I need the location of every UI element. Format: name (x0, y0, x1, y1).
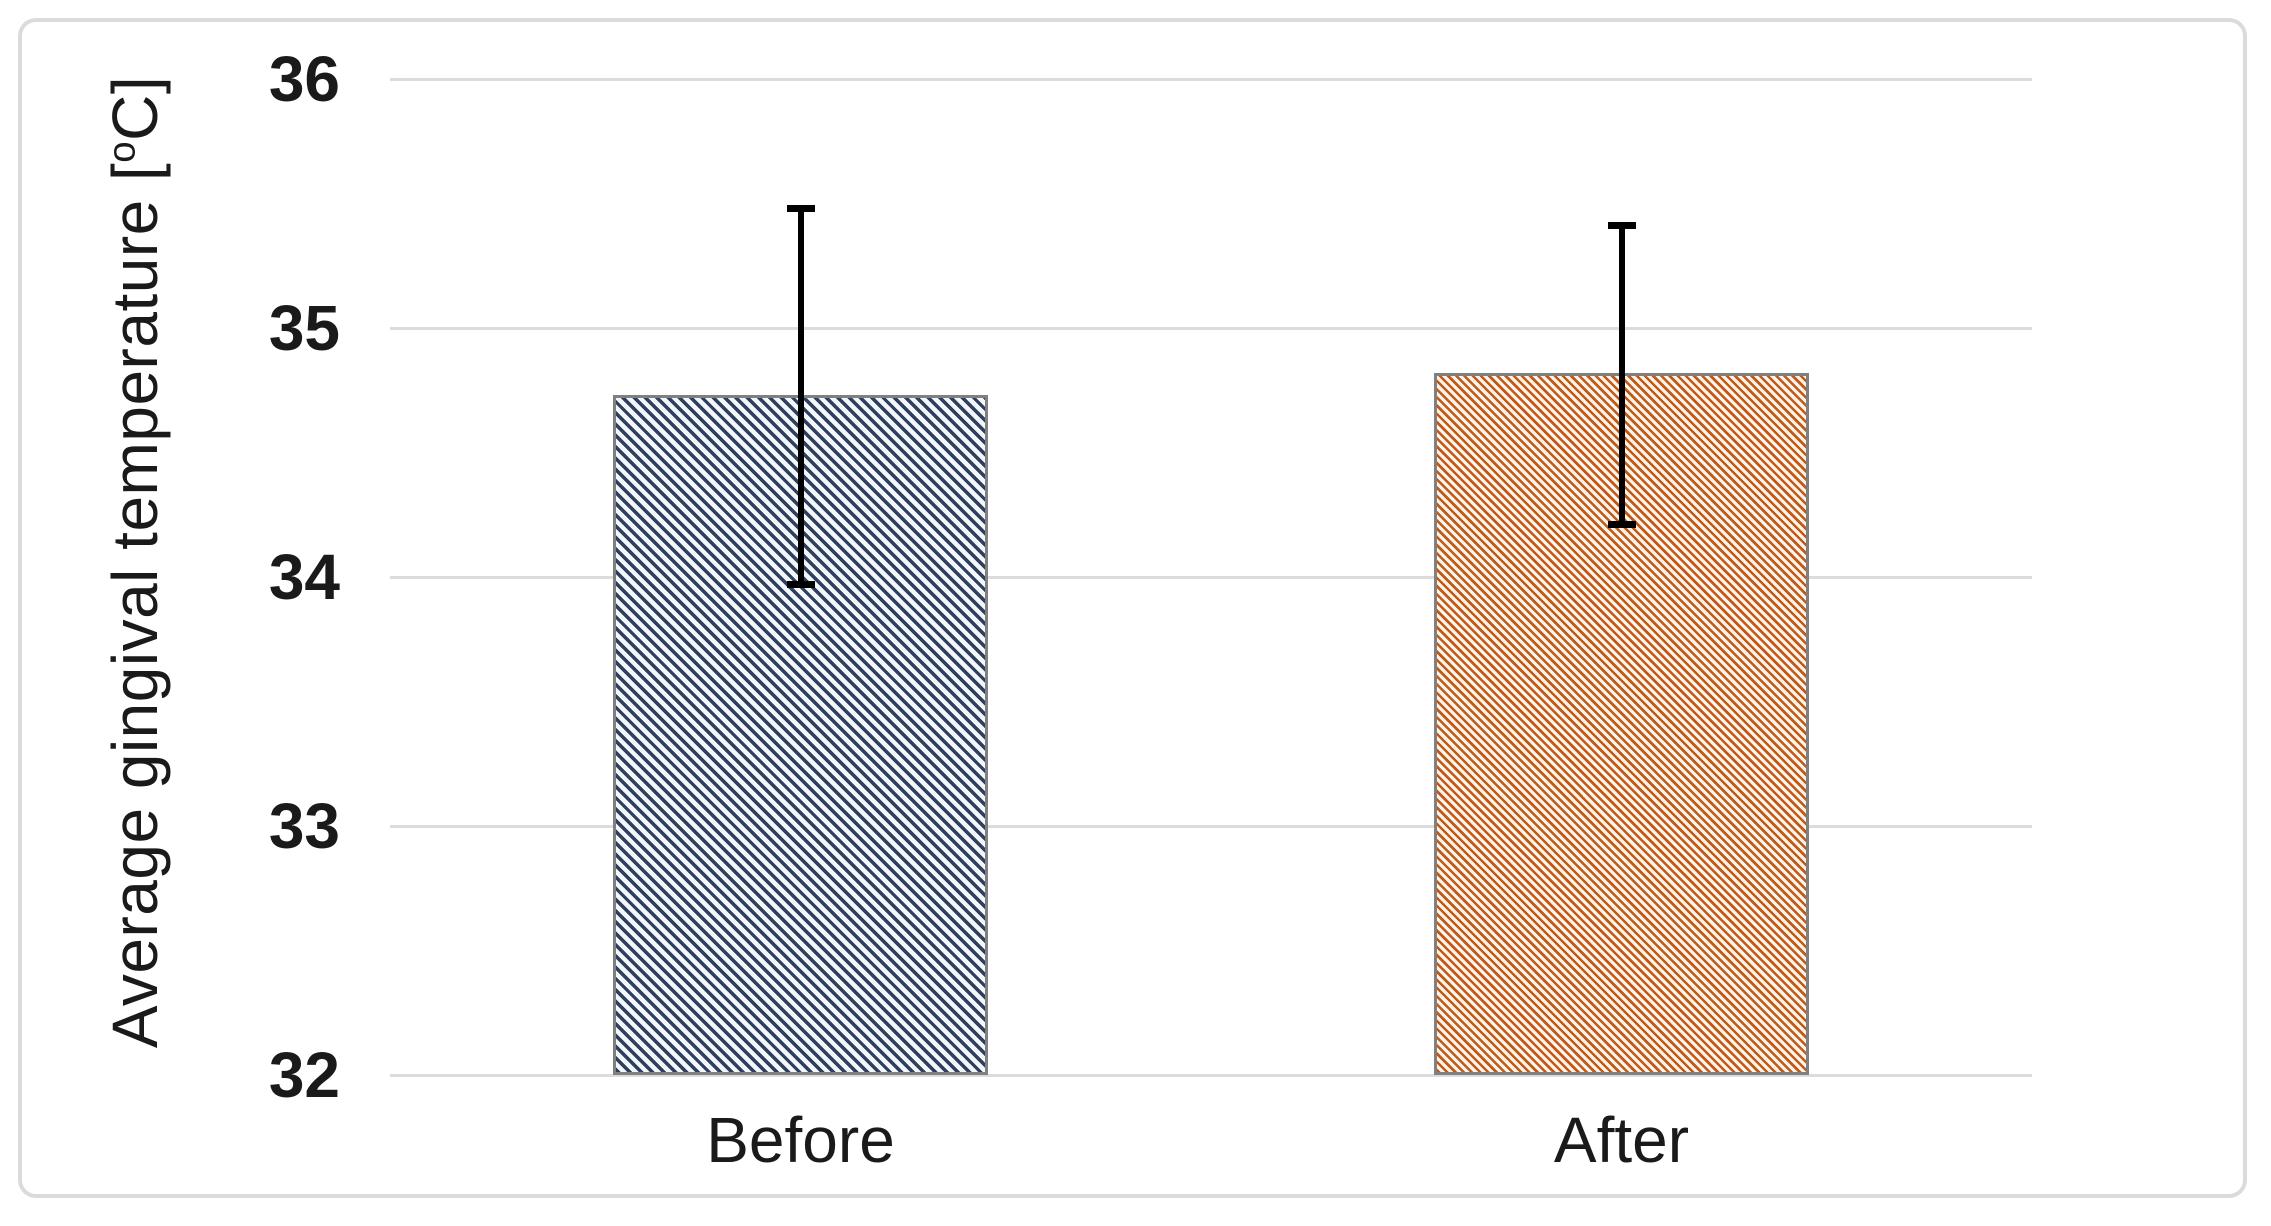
category-label-before: Before (706, 1104, 895, 1176)
degree-superscript: o (100, 140, 144, 163)
y-axis-title-suffix: C] (99, 75, 171, 141)
y-axis-title: Average gingival temperature [oC] (99, 76, 171, 1048)
error-bar-line (1618, 225, 1625, 525)
gridline (390, 326, 2032, 330)
category-label-after: After (1553, 1104, 1690, 1176)
error-bar-cap-bottom (786, 580, 815, 588)
error-bar-cap-top (1607, 222, 1636, 230)
gridline (390, 575, 2032, 579)
gridline (390, 1073, 2032, 1077)
y-axis-title-prefix: Average gingival temperature [ (99, 162, 171, 1049)
error-bar-cap-bottom (1607, 521, 1636, 529)
y-tick-label: 33 (268, 790, 340, 862)
figure-border (18, 18, 2247, 1198)
error-bar-cap-top (786, 204, 815, 212)
y-tick-label: 34 (268, 541, 340, 613)
gridline (390, 77, 2032, 81)
gridline (390, 824, 2032, 828)
error-bar-line (797, 208, 804, 585)
y-tick-label: 36 (268, 43, 340, 115)
y-tick-label: 35 (268, 292, 340, 364)
y-tick-label: 32 (268, 1039, 340, 1111)
